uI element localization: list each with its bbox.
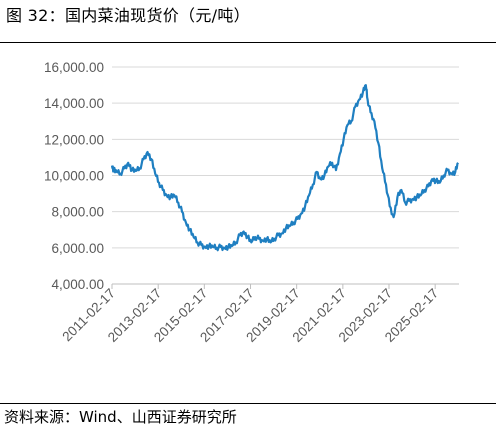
x-axis: 2011-02-172013-02-172015-02-172017-02-17… (59, 283, 459, 345)
figure-source: 资料来源：Wind、山西证券研究所 (4, 408, 237, 426)
y-tick-label: 8,000.00 (51, 205, 104, 220)
series-line-rapeseed-oil-price (110, 83, 460, 252)
bottom-rule (0, 403, 496, 404)
series (110, 83, 460, 252)
y-tick-label: 16,000.00 (44, 60, 104, 75)
y-tick-label: 12,000.00 (44, 132, 104, 147)
top-rule (0, 42, 496, 43)
y-tick-label: 14,000.00 (44, 96, 104, 111)
gridlines (112, 66, 459, 249)
y-tick-label: 10,000.00 (44, 169, 104, 184)
y-tick-label: 6,000.00 (51, 241, 104, 256)
y-axis: 4,000.00 6,000.00 8,000.00 10,000.00 12,000.… (44, 60, 104, 292)
figure-title: 图 32：国内菜油现货价（元/吨） (6, 6, 250, 25)
line-chart: 4,000.00 6,000.00 8,000.00 10,000.00 12,000.… (44, 60, 460, 345)
y-tick-label: 4,000.00 (51, 277, 104, 292)
